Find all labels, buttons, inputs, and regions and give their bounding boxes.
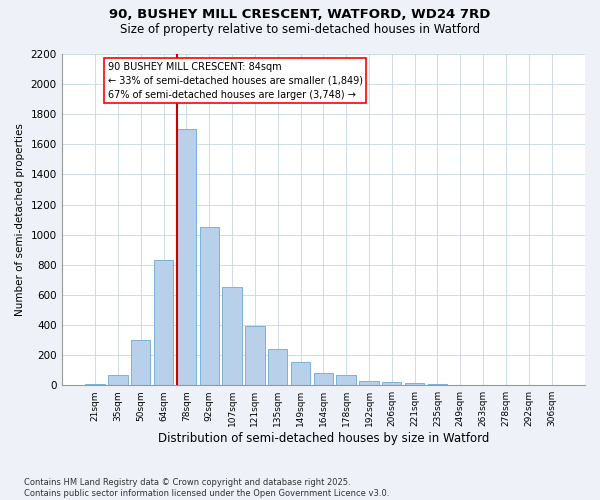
Y-axis label: Number of semi-detached properties: Number of semi-detached properties (15, 123, 25, 316)
Text: 90, BUSHEY MILL CRESCENT, WATFORD, WD24 7RD: 90, BUSHEY MILL CRESCENT, WATFORD, WD24 … (109, 8, 491, 20)
Bar (154, 260, 173, 385)
Bar (268, 349, 287, 385)
Bar (85, 384, 105, 385)
Text: Contains HM Land Registry data © Crown copyright and database right 2025.
Contai: Contains HM Land Registry data © Crown c… (24, 478, 389, 498)
Bar (359, 380, 379, 385)
Bar (428, 384, 447, 385)
Bar (200, 227, 219, 385)
Bar (177, 130, 196, 385)
Text: Size of property relative to semi-detached houses in Watford: Size of property relative to semi-detach… (120, 22, 480, 36)
Bar (405, 383, 424, 385)
Bar (223, 288, 242, 385)
X-axis label: Distribution of semi-detached houses by size in Watford: Distribution of semi-detached houses by … (158, 432, 489, 445)
Bar (131, 340, 151, 385)
Bar (291, 362, 310, 385)
Bar (314, 373, 333, 385)
Bar (337, 374, 356, 385)
Bar (382, 382, 401, 385)
Bar (108, 374, 128, 385)
Text: 90 BUSHEY MILL CRESCENT: 84sqm
← 33% of semi-detached houses are smaller (1,849): 90 BUSHEY MILL CRESCENT: 84sqm ← 33% of … (108, 62, 363, 100)
Bar (245, 326, 265, 385)
